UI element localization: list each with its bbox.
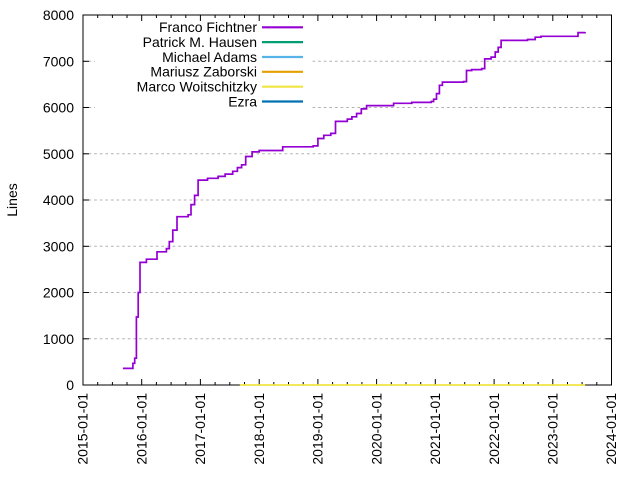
tick-label-layer: 0 1000 2000 3000 4000 5000 6000 7000 8000 2015-01… <box>43 7 619 465</box>
x-tick-label: 2020-01-01 <box>368 393 384 465</box>
legend-backdrop <box>95 19 312 110</box>
legend-label: Patrick M. Hausen <box>143 34 257 50</box>
legend-item: Marco Woitschitzky <box>137 79 303 95</box>
legend-box-layer <box>95 19 312 110</box>
y-tick-label: 3000 <box>43 238 74 254</box>
y-tick-label: 4000 <box>43 192 74 208</box>
y-tick-label: 6000 <box>43 100 74 116</box>
legend-label: Franco Fichtner <box>159 19 257 35</box>
legend-item: Franco Fichtner <box>159 19 303 35</box>
x-tick-label: 2017-01-01 <box>192 393 208 465</box>
legend-item: Mariusz Zaborski <box>150 64 303 80</box>
legend-label: Ezra <box>228 93 257 109</box>
grid-layer <box>83 60 612 340</box>
x-tick-label: 2019-01-01 <box>310 393 326 465</box>
y-tick-label: 1000 <box>43 331 74 347</box>
legend-label: Marco Woitschitzky <box>137 79 257 95</box>
x-tick-label: 2023-01-01 <box>545 393 561 465</box>
legend-item: Ezra <box>228 93 303 109</box>
series-layer <box>122 31 586 386</box>
legend-label: Michael Adams <box>162 49 257 65</box>
y-tick-label: 2000 <box>43 285 74 301</box>
y-axis-title: Lines <box>4 183 20 216</box>
x-tick-label: 2016-01-01 <box>133 393 149 465</box>
legend-item: Patrick M. Hausen <box>143 34 303 50</box>
x-tick-label: 2022-01-01 <box>486 393 502 465</box>
legend-label: Mariusz Zaborski <box>150 64 257 80</box>
x-tick-label: 2018-01-01 <box>251 393 267 465</box>
y-tick-label: 8000 <box>43 7 74 23</box>
legend-item: Michael Adams <box>162 49 303 65</box>
x-tick-label: 2024-01-01 <box>603 393 619 465</box>
x-tick-label: 2015-01-01 <box>75 393 91 465</box>
y-tick-label: 7000 <box>43 53 74 69</box>
y-tick-label: 0 <box>66 377 74 393</box>
x-tick-label: 2021-01-01 <box>427 393 443 465</box>
y-tick-label: 5000 <box>43 146 74 162</box>
series-line-franco-fichtner <box>122 31 586 370</box>
